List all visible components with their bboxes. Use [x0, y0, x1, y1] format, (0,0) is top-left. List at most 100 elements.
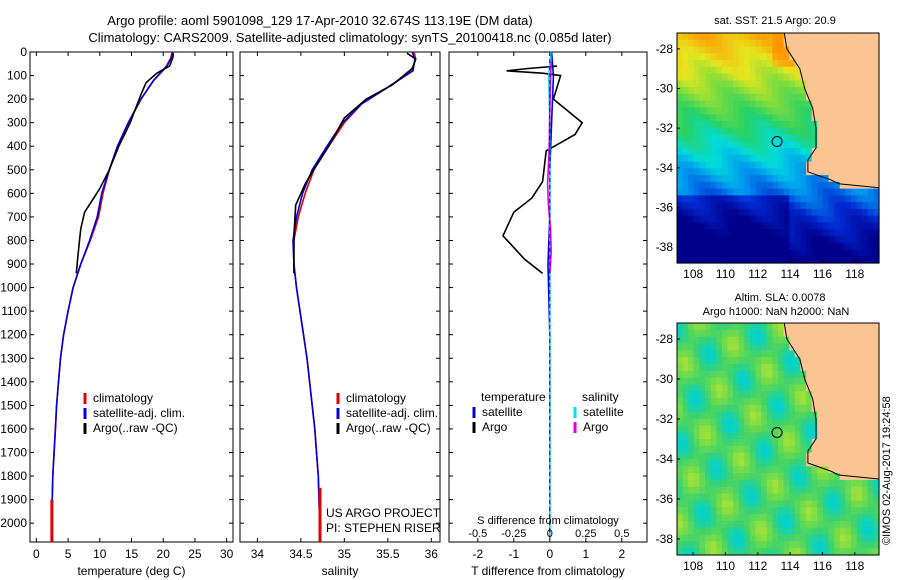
sla-map-cell — [688, 473, 695, 481]
sla-map-cell — [873, 459, 880, 467]
sst-map-cell — [873, 235, 880, 244]
sla-map-cell — [749, 363, 757, 372]
sla-map-cell — [828, 377, 835, 385]
sla-map-cell — [766, 350, 773, 358]
sla-map-cell — [783, 343, 790, 351]
sla-map-cell — [828, 473, 835, 481]
sla-map-cell — [817, 439, 824, 447]
sla-map-cell — [783, 398, 790, 406]
sst-map-cell — [749, 107, 757, 115]
sla-map-cell — [822, 486, 830, 495]
sla-map-cell — [699, 377, 706, 385]
depth-tick-label: 1800 — [0, 469, 27, 483]
sst-map-cell — [806, 208, 813, 217]
sla-map-cell — [834, 493, 841, 501]
sla-map-cell — [789, 493, 796, 501]
sla-map-cell — [850, 411, 858, 420]
sla-map-cell — [761, 357, 768, 365]
sst-map-cell — [873, 120, 880, 129]
sla-lat-tick-label: -28 — [656, 332, 674, 346]
sla-map-cell — [710, 425, 717, 433]
sla-map-cell — [749, 425, 757, 433]
sst-map-cell — [682, 148, 689, 156]
sla-map-cell — [755, 520, 762, 529]
sst-map-cell — [783, 100, 790, 108]
sla-map-cell — [811, 425, 818, 433]
sst-map-cell — [738, 208, 745, 217]
sst-map-cell — [677, 60, 684, 68]
sla-map-cell — [822, 370, 830, 379]
sst-map-cell — [856, 87, 863, 95]
sla-lat-tick-label: -38 — [656, 532, 674, 546]
sla-map-cell — [705, 323, 712, 331]
sla-map-cell — [862, 377, 869, 385]
sla-map-cell — [845, 411, 852, 420]
sla-map-cell — [688, 398, 695, 406]
sla-map-cell — [699, 357, 706, 365]
sst-map-cell — [862, 127, 869, 136]
sst-map-cell — [828, 154, 835, 163]
sla-map-cell — [755, 541, 762, 549]
sst-map-cell — [873, 39, 880, 48]
sla-map-cell — [811, 548, 818, 556]
sst-map-cell — [839, 141, 846, 149]
sst-map-cell — [710, 181, 717, 190]
sst-map-cell — [862, 229, 869, 237]
sla-map-cell — [862, 357, 869, 365]
sst-map-cell — [721, 120, 729, 129]
sst-map-cell — [822, 127, 830, 136]
sla-map-cell — [834, 514, 841, 522]
sst-map-cell — [811, 195, 818, 203]
sla-map-cell — [677, 384, 684, 392]
sst-map-cell — [845, 208, 852, 217]
sst-map-cell — [811, 66, 818, 75]
sla-map-cell — [817, 323, 824, 331]
sst-map-cell — [778, 222, 785, 230]
sla-map-cell — [873, 343, 880, 351]
sla-map-cell — [733, 336, 740, 344]
sla-map-cell — [778, 357, 785, 365]
sst-map-cell — [862, 154, 869, 163]
sst-map-cell — [806, 73, 813, 81]
sla-map-cell — [839, 398, 846, 406]
sst-map-cell — [817, 80, 824, 88]
sst-map-cell — [850, 242, 858, 251]
sla-map-cell — [727, 445, 734, 454]
x-tick-label: 34.5 — [289, 547, 313, 561]
sst-lon-tick-label: 110 — [716, 267, 735, 281]
sla-map-cell — [755, 548, 762, 556]
sst-map-cell — [744, 60, 751, 68]
sst-map-cell — [705, 168, 712, 176]
sst-map-cell — [778, 168, 785, 176]
sla-map-cell — [688, 411, 695, 420]
sla-map-cell — [761, 493, 768, 501]
sst-map-cell — [845, 107, 852, 115]
sla-map-cell — [716, 370, 723, 379]
sst-map-cell — [682, 60, 689, 68]
sst-map-cell — [800, 148, 807, 156]
sla-map-cell — [693, 363, 700, 372]
sla-map-cell — [783, 384, 790, 392]
sst-map-cell — [733, 141, 740, 149]
sla-map-cell — [710, 473, 717, 481]
sla-map-cell — [761, 541, 768, 549]
sla-map-cell — [822, 439, 830, 447]
sla-map-cell — [789, 479, 796, 488]
sst-map-cell — [839, 127, 846, 136]
sst-map-cell — [721, 33, 729, 41]
sla-map-cell — [845, 445, 852, 454]
sst-map-cell — [806, 175, 813, 183]
sla-map-cell — [693, 377, 700, 385]
sst-map-cell — [749, 256, 757, 264]
sst-map-cell — [828, 249, 835, 257]
sla-map-caption-2: Argo h1000: NaN h2000: NaN — [702, 306, 850, 318]
sst-map-cell — [727, 66, 734, 75]
sla-map-cell — [806, 432, 813, 440]
series-line-temperature — [75, 53, 175, 274]
depth-tick-label: 1700 — [0, 445, 27, 459]
sla-map-cell — [873, 398, 880, 406]
sla-map-cell — [738, 432, 745, 440]
sla-map-cell — [867, 329, 874, 338]
sst-map-cell — [677, 242, 684, 251]
sla-map-cell — [761, 439, 768, 447]
